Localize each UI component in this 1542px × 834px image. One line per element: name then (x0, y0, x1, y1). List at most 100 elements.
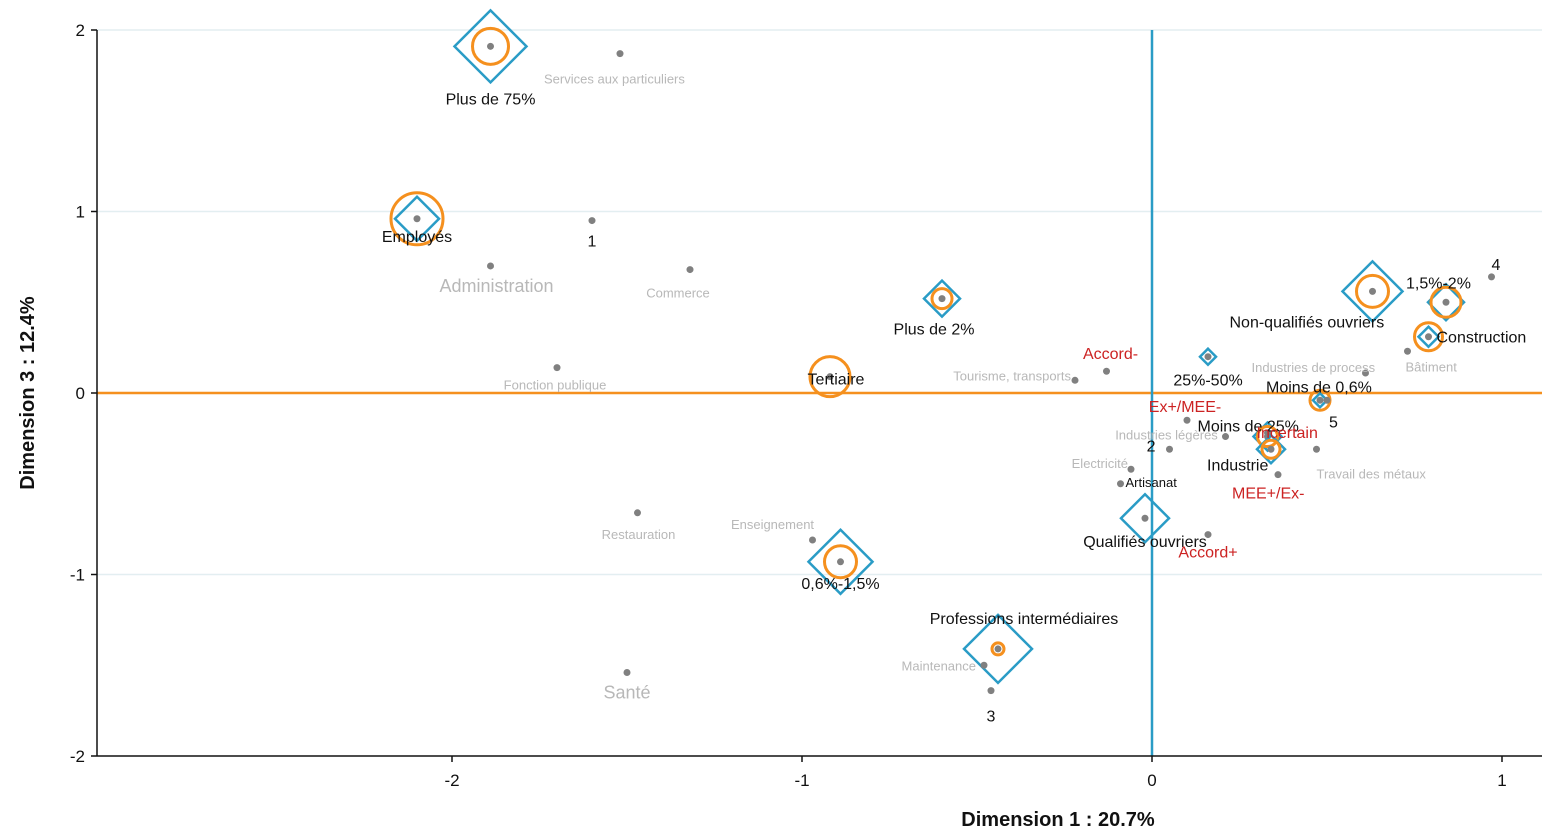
point-label: Santé (603, 683, 650, 703)
data-point (1071, 376, 1079, 384)
data-point (553, 364, 561, 372)
x-tick-label: 0 (1147, 771, 1156, 790)
data-point (1313, 445, 1320, 453)
axes: 2 1 0 -1 -2 -2 -1 0 1 (70, 21, 1542, 790)
data-point (1316, 396, 1324, 404)
circle-marker (808, 355, 852, 399)
point-label: 4 (1492, 257, 1501, 274)
point-label: Restauration (602, 527, 676, 542)
data-point (1267, 445, 1275, 453)
point-label: Moins de 25% (1198, 419, 1299, 436)
y-tick-label: 2 (76, 21, 85, 40)
diamond-marker (922, 278, 962, 319)
data-point (1404, 347, 1411, 355)
point-label: Electricité (1072, 456, 1128, 471)
point-label: 1,5%-2% (1406, 275, 1471, 292)
x-tick-label: 1 (1497, 771, 1506, 790)
data-point (1264, 429, 1271, 437)
data-point (1222, 433, 1229, 441)
data-point (1127, 465, 1135, 473)
point-label: Accord+ (1178, 545, 1237, 562)
point-label: Professions intermédiaires (930, 611, 1119, 628)
diamond-marker (1119, 492, 1171, 545)
point-label: Services aux particuliers (544, 72, 685, 87)
data-point (1369, 287, 1376, 295)
data-point (1103, 367, 1110, 375)
point-label: Travail des métaux (1317, 466, 1427, 481)
data-point (1204, 353, 1212, 361)
point-label: Industrie (1207, 457, 1268, 474)
data-point (1323, 396, 1331, 404)
circle-marker (930, 287, 954, 311)
data-point (1442, 298, 1450, 306)
y-tick-label: -1 (70, 566, 85, 585)
point-label: MEE+/Ex- (1232, 486, 1304, 503)
data-point (1183, 416, 1191, 424)
circle-marker (1429, 285, 1463, 319)
diamond-marker (1416, 324, 1441, 349)
data-point (487, 42, 494, 50)
point-markers (389, 8, 1495, 695)
y-tick-label: -2 (70, 747, 85, 766)
data-point (1166, 445, 1173, 453)
x-tick-label: -1 (794, 771, 809, 790)
point-label: 5 (1329, 414, 1338, 431)
data-point (1204, 531, 1212, 539)
point-label: Ex+/MEE- (1149, 399, 1221, 416)
point-label: Construction (1437, 330, 1527, 347)
data-point (987, 687, 995, 695)
diamond-marker (1198, 346, 1218, 367)
grid-lines (97, 29, 1542, 576)
data-point (994, 645, 1002, 653)
circle-marker (389, 191, 445, 247)
data-point (634, 509, 641, 517)
circle-marker (471, 26, 510, 66)
x-tick-label: -2 (444, 771, 459, 790)
diamond-marker (393, 194, 441, 243)
data-point (623, 669, 631, 677)
data-point (487, 262, 494, 270)
data-point (938, 295, 946, 303)
circle-marker (1256, 425, 1279, 449)
circle-marker (1355, 273, 1390, 309)
data-point (1274, 471, 1282, 479)
point-label: Administration (439, 276, 553, 296)
point-label: 3 (987, 709, 996, 726)
point-label: 2 (1147, 438, 1156, 455)
y-axis-title: Dimension 3 : 12.4% (17, 296, 39, 490)
circle-marker (1260, 438, 1282, 460)
circle-marker (823, 544, 858, 580)
point-label: Maintenance (902, 658, 976, 673)
point-label: 1 (588, 234, 597, 251)
data-point (1362, 369, 1369, 377)
point-label: Accord- (1083, 346, 1138, 363)
point-label: Incertain (1257, 425, 1318, 442)
data-point (837, 558, 844, 566)
y-tick-label: 0 (76, 384, 85, 403)
point-label: Plus de 75% (446, 91, 536, 108)
data-point (1488, 273, 1495, 281)
point-label: Tourisme, transports (953, 368, 1071, 383)
data-point (616, 50, 624, 58)
point-label: Moins de 0,6% (1266, 379, 1372, 396)
diamond-marker (452, 8, 529, 85)
data-point (588, 217, 596, 225)
point-label: Industries de process (1252, 360, 1376, 375)
point-label: Qualifiés ouvriers (1083, 534, 1207, 551)
point-label: Employés (382, 229, 452, 246)
data-point (980, 661, 988, 669)
point-label: Non-qualifiés ouvriers (1230, 314, 1385, 331)
data-point (809, 536, 816, 544)
point-label: Tertiaire (808, 372, 865, 389)
point-labels: Plus de 75% Services aux particuliers Empl… (382, 72, 1526, 726)
diamond-marker (1426, 282, 1466, 323)
data-point (1117, 480, 1124, 488)
point-label: Artisanat (1126, 475, 1178, 490)
point-label: Industries légères (1115, 428, 1218, 443)
x-axis-title: Dimension 1 : 20.7% (961, 809, 1155, 831)
point-label: Commerce (646, 286, 710, 301)
point-label: 25%-50% (1173, 373, 1242, 390)
data-point (413, 215, 421, 223)
circle-marker (990, 641, 1006, 657)
